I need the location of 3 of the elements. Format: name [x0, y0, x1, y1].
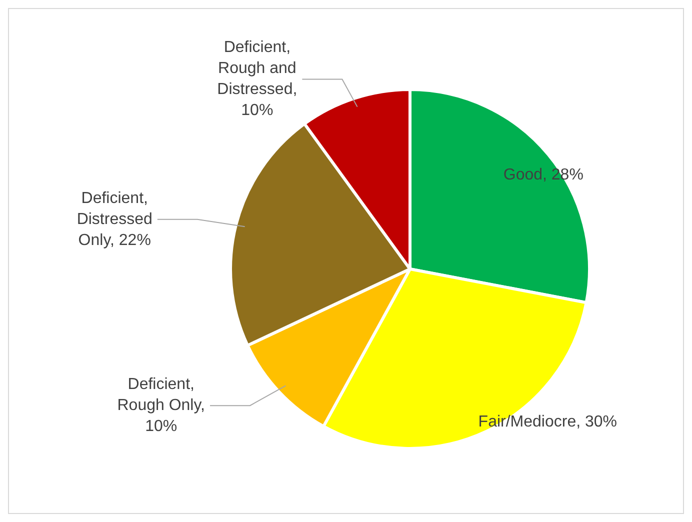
slice-label: Deficient, Rough and Distressed, 10% — [217, 39, 298, 120]
slice-label: Deficient, Distressed Only, 22% — [76, 190, 152, 249]
slice-label: Deficient, Rough Only, 10% — [117, 376, 205, 435]
